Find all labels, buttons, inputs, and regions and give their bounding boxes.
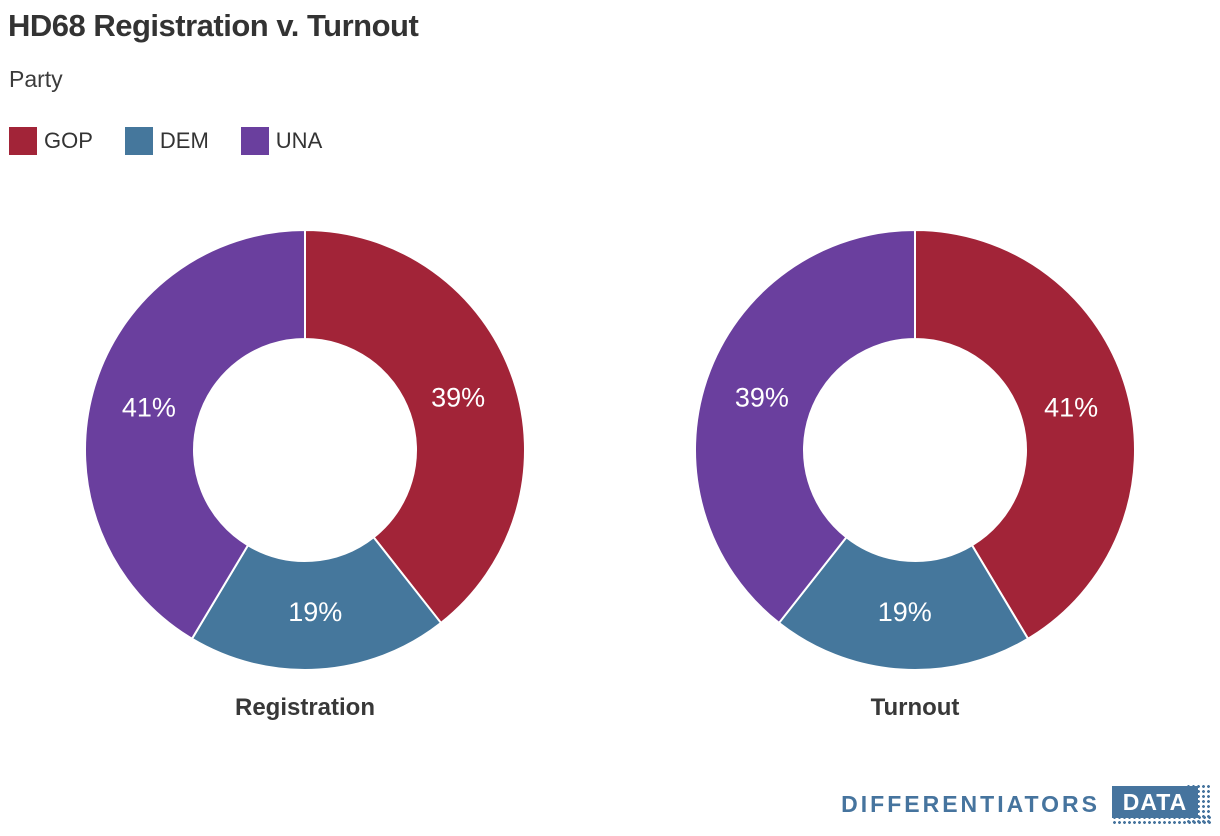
donut-chart-turnout: 41% 19% 39% [694,229,1136,671]
brand-badge: DATA [1112,784,1212,824]
slice-turnout-gop [914,229,1136,640]
slice-label-turnout-dem: 19% [878,597,932,627]
brand-logo: DIFFERENTIATORS DATA [841,784,1212,824]
legend-item-una: UNA [240,127,323,155]
chart-title: HD68 Registration v. Turnout [8,8,419,43]
slice-label-registration-gop: 39% [431,382,485,412]
slice-turnout-dem [778,536,1030,671]
legend-swatch-dem [124,127,153,155]
legend-label: UNA [275,128,323,153]
donut-title-registration: Registration [234,694,375,721]
slice-registration-gop [304,229,526,624]
chart-subtitle: Party [9,66,63,92]
legend-item-gop: GOP [9,127,93,155]
slice-label-turnout-gop: 41% [1044,392,1098,422]
slice-registration-una [84,229,306,640]
legend-label: DEM [159,128,209,153]
legend: GOP DEM UNA [9,127,322,155]
legend-swatch-gop [9,127,37,155]
donut-registration: 39% 19% 41% Registration [75,220,535,722]
slice-label-registration-dem: 19% [288,597,342,627]
donut-turnout: 41% 19% 39% Turnout [685,220,1145,722]
donut-title-turnout: Turnout [870,694,960,721]
brand-text: DIFFERENTIATORS [841,790,1100,817]
brand-badge-label: DATA [1112,786,1198,818]
legend-item-dem: DEM [124,127,209,155]
halftone-dots-icon [1112,815,1212,824]
legend-swatch-una [240,127,269,155]
donut-chart-registration: 39% 19% 41% [84,229,526,671]
slice-label-registration-una: 41% [122,392,176,422]
slice-label-turnout-una: 39% [735,382,789,412]
legend-label: GOP [44,128,93,153]
slice-turnout-una [694,229,916,624]
slice-registration-dem [190,536,442,671]
